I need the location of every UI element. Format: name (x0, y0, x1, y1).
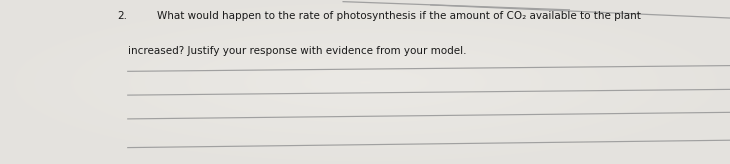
Text: What would happen to the rate of photosynthesis if the amount of CO₂ available t: What would happen to the rate of photosy… (157, 11, 641, 21)
Text: increased? Justify your response with evidence from your model.: increased? Justify your response with ev… (128, 46, 466, 56)
Text: 2.: 2. (118, 11, 128, 21)
